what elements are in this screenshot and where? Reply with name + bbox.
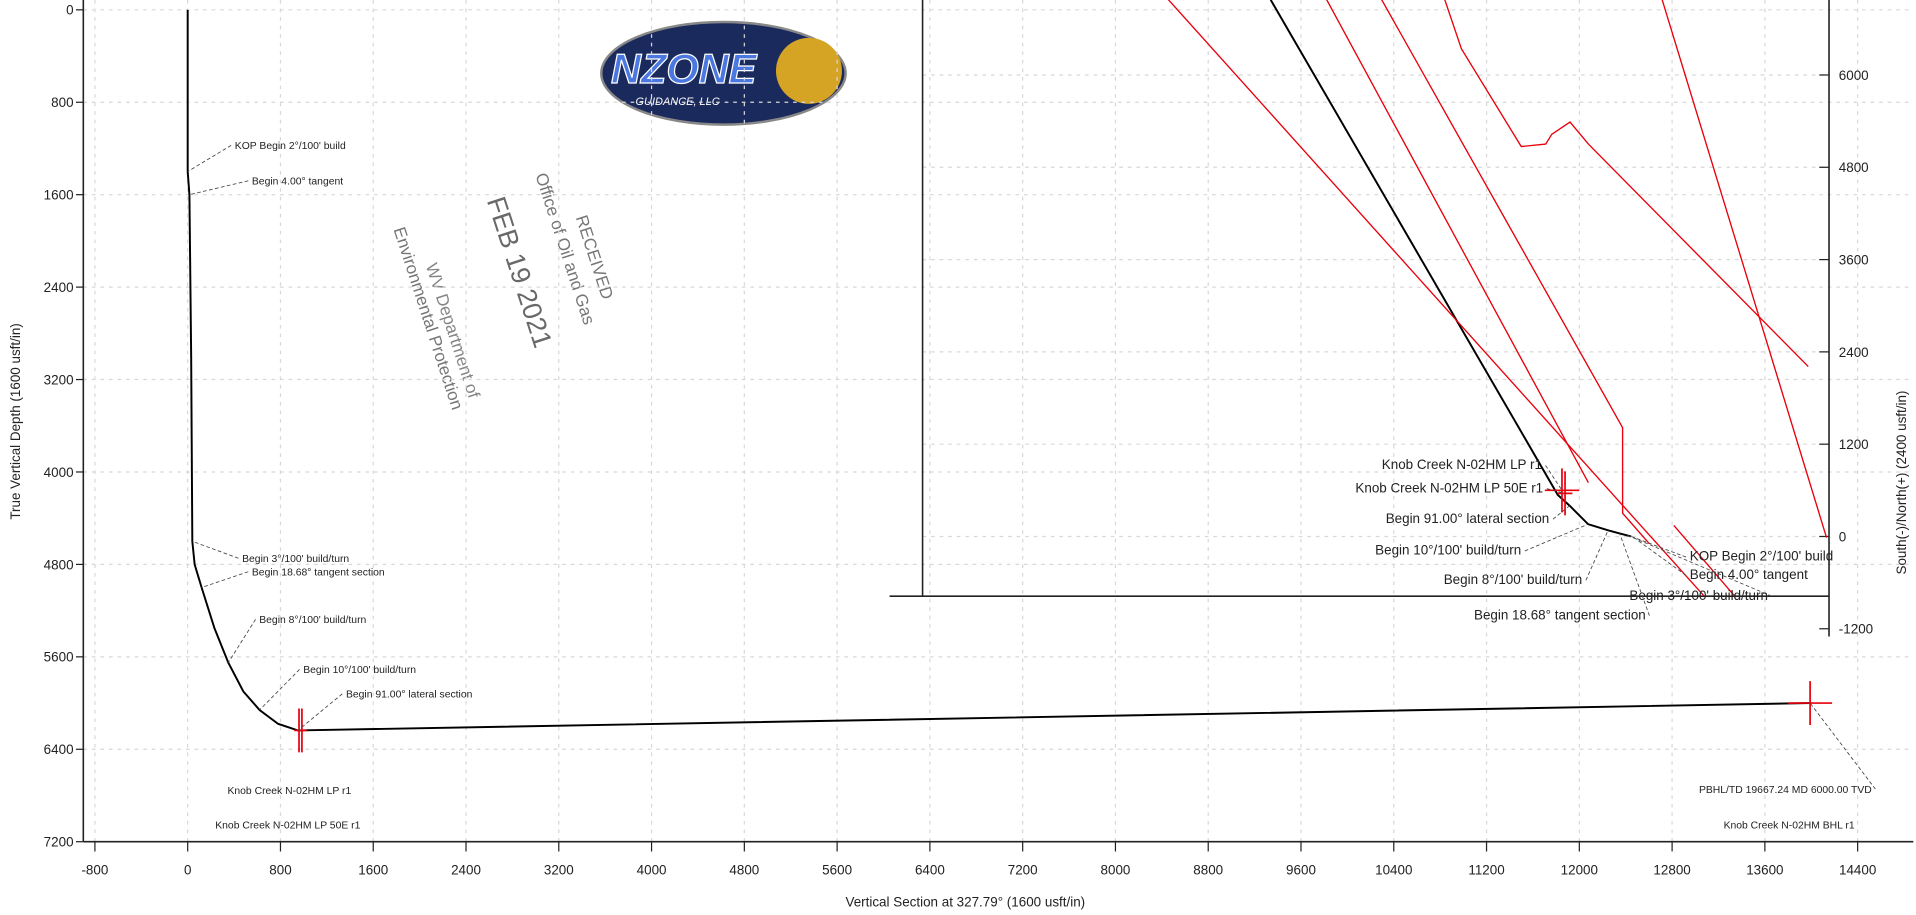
x-tick-label: 9600 [1286, 863, 1316, 878]
x-tick-label: 12000 [1561, 863, 1598, 878]
x-tick-label: 4800 [729, 863, 759, 878]
x-tick-label: 14400 [1839, 863, 1876, 878]
annotation: Begin 8°/100' build/turn [1444, 572, 1583, 587]
x-tick-label: 4000 [637, 863, 667, 878]
target-label: Knob Creek N-02HM LP 50E r1 [1355, 480, 1543, 495]
y-tick-label: 4000 [44, 465, 74, 480]
y-tick-label: 2400 [1839, 345, 1869, 360]
annotation: Begin 10°/100' build/turn [303, 665, 416, 676]
leader-line [187, 145, 232, 172]
annotation: PBHL/TD 19667.24 MD 6000.00 TVD [1699, 785, 1872, 796]
x-tick-label: 800 [269, 863, 291, 878]
x-axis-label: Vertical Section at 327.79° (1600 usft/i… [846, 894, 1086, 909]
y-tick-label: 0 [66, 3, 73, 18]
y-tick-label: 3200 [44, 372, 74, 387]
annotation: KOP Begin 2°/100' build [1690, 549, 1834, 564]
target-label: Knob Creek N-02HM LP r1 [1382, 457, 1542, 472]
leader-line [1630, 536, 1687, 558]
y-tick-label: 1600 [44, 188, 74, 203]
leader-line [1633, 536, 1687, 576]
annotation: Begin 4.00° tangent [252, 176, 343, 187]
well-path [1381, 0, 1650, 545]
y-tick-label: 3600 [1839, 252, 1869, 267]
x-tick-label: 1600 [358, 863, 388, 878]
x-tick-label: 5600 [822, 863, 852, 878]
x-tick-label: 2400 [451, 863, 481, 878]
logo-bit [775, 37, 842, 104]
x-tick-label: -800 [81, 863, 108, 878]
leader-line [189, 180, 249, 196]
x-tick-label: 11200 [1468, 863, 1504, 878]
well-path [1661, 0, 1828, 538]
well-path [1444, 0, 1809, 368]
leader-line [1626, 534, 1772, 597]
x-tick-label: 12800 [1653, 863, 1690, 878]
well-path [186, 9, 1811, 732]
x-tick-label: 8000 [1101, 863, 1131, 878]
annotation: Begin 91.00° lateral section [346, 690, 473, 701]
leader-line [1552, 505, 1570, 520]
leader-line [227, 619, 256, 663]
target-label: Knob Creek N-02HM BHL r1 [1724, 820, 1855, 831]
y-tick-label: 6000 [1839, 68, 1869, 83]
leader-line [1585, 530, 1609, 581]
y-tick-label: 800 [51, 95, 73, 110]
logo-subtitle: GUIDANCE, LLC [635, 96, 719, 108]
annotation: Begin 4.00° tangent [1690, 567, 1808, 582]
y-axis-label: South(-)/North(+) (2400 usft/in) [1894, 391, 1909, 575]
annotation: Begin 8°/100' build/turn [259, 615, 366, 626]
leader-line [1545, 465, 1563, 491]
logo-name: NZONE [611, 45, 758, 92]
x-tick-label: 6400 [915, 863, 945, 878]
annotation: Begin 10°/100' build/turn [1375, 543, 1521, 558]
annotation: Begin 18.68° tangent section [252, 567, 385, 578]
y-tick-label: 1200 [1839, 437, 1869, 452]
y-tick-label: 0 [1839, 529, 1846, 544]
y-tick-label: -1200 [1839, 622, 1873, 637]
leader-line [259, 669, 300, 711]
target-marker [1788, 681, 1833, 726]
x-tick-label: 10400 [1375, 863, 1412, 878]
y-tick-label: 5600 [44, 650, 74, 665]
target-label: Knob Creek N-02HM LP 50E r1 [215, 820, 360, 831]
logo: NZONE GUIDANCE, LLC [600, 20, 847, 126]
well-path [1673, 525, 1736, 597]
leader-line [1524, 523, 1589, 552]
x-tick-label: 13600 [1746, 863, 1783, 878]
leader-line [201, 571, 249, 588]
annotation: KOP Begin 2°/100' build [235, 141, 346, 152]
well-path [1326, 0, 1590, 484]
leader-line [192, 540, 239, 559]
target-marker [1544, 468, 1580, 513]
x-tick-label: 0 [184, 863, 191, 878]
logo-badge [600, 20, 847, 126]
y-tick-label: 7200 [44, 835, 74, 850]
annotation: Begin 3°/100' build/turn [242, 554, 349, 565]
x-tick-label: 7200 [1008, 863, 1038, 878]
y-tick-label: 6400 [44, 742, 74, 757]
leader-line [1619, 533, 1650, 616]
x-tick-label: 3200 [544, 863, 574, 878]
annotation: Begin 18.68° tangent section [1474, 607, 1646, 622]
target-marker [297, 708, 307, 753]
y-axis-label: True Vertical Depth (1600 usft/in) [8, 323, 23, 519]
target-label: Knob Creek N-02HM LP r1 [227, 786, 351, 797]
well-path [1167, 0, 1705, 597]
y-tick-label: 4800 [44, 557, 74, 572]
y-tick-label: 4800 [1839, 160, 1869, 175]
annotation: Begin 91.00° lateral section [1386, 511, 1550, 526]
annotation: Begin 3°/100' build/turn [1629, 588, 1768, 603]
x-tick-label: 8800 [1193, 863, 1223, 878]
leader-line [297, 693, 343, 731]
y-tick-label: 2400 [44, 280, 74, 295]
leader-line [1546, 488, 1566, 494]
